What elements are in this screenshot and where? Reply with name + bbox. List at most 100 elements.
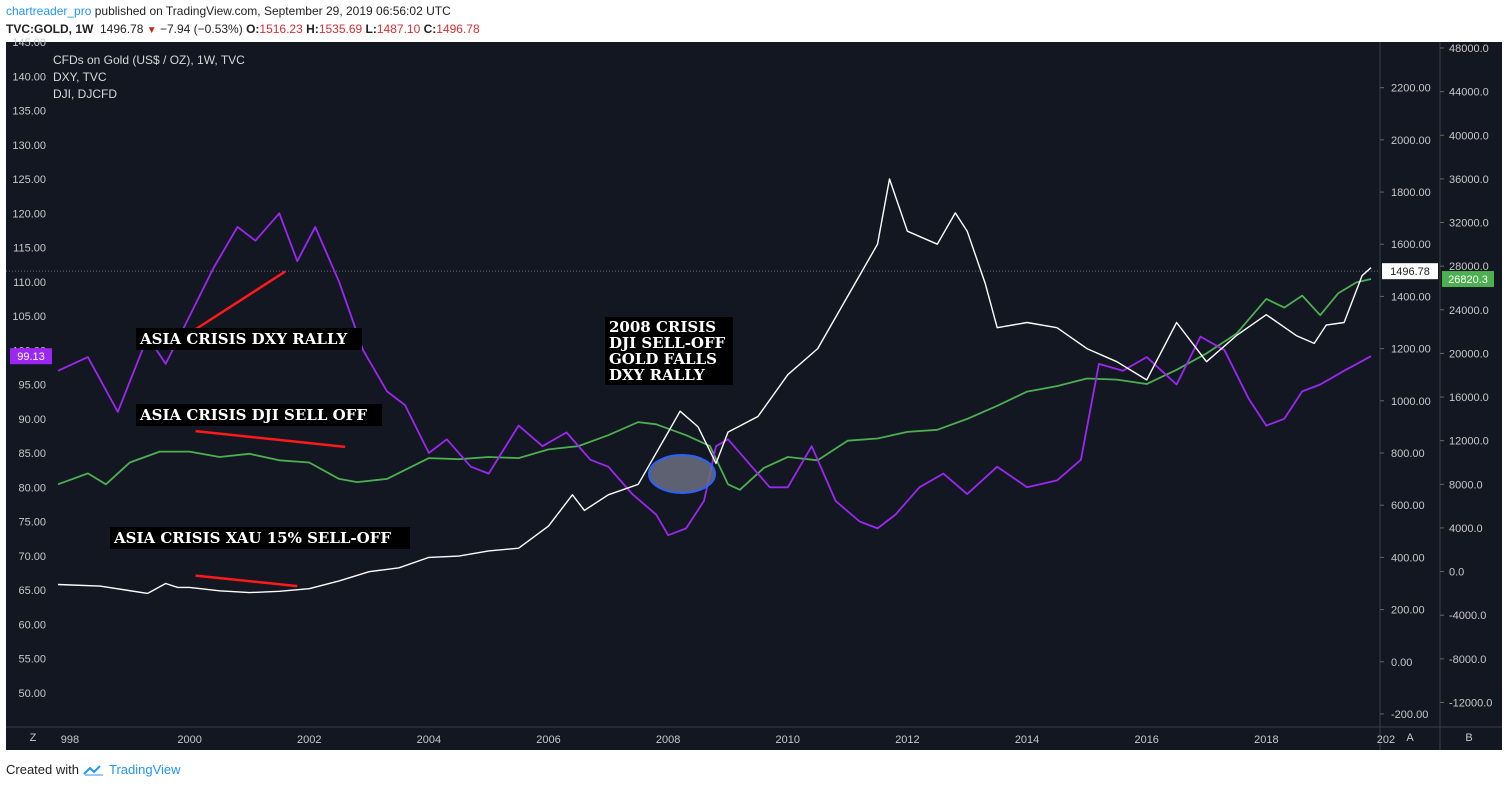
mid-axis-tick-label: 400.00	[1391, 552, 1425, 564]
mid-axis-tick-label: 1400.00	[1391, 291, 1431, 303]
annotation-box	[136, 404, 382, 426]
last-value-badges: 99.13 1496.78 26820.3	[10, 263, 1494, 365]
mid-axis-tick-label: 1800.00	[1391, 187, 1431, 199]
left-axis-tick-label: 55.00	[18, 654, 46, 666]
right-axis-tick-label: 28000.0	[1449, 261, 1489, 273]
left-axis-tick-label: 75.00	[18, 517, 46, 529]
mid-axis-tick-label: 2000.00	[1391, 135, 1431, 147]
highlight-ellipse	[648, 454, 716, 494]
mid-axis-tick-label: 600.00	[1391, 500, 1425, 512]
mid-axis-tick-label: 1600.00	[1391, 239, 1431, 251]
annotation-text: ASIA CRISIS DXY RALLY	[139, 330, 347, 348]
open-value: 1516.23	[259, 22, 303, 36]
gold-last-value-badge: 1496.78	[1390, 266, 1430, 278]
mid-axis-tick-label: 1000.00	[1391, 396, 1431, 408]
x-tick-label: 2018	[1254, 734, 1278, 746]
legend-dji[interactable]: DJI, DJCFD	[53, 87, 117, 101]
trend-lines	[188, 270, 346, 588]
mid-axis-tick-label: 1200.00	[1391, 344, 1431, 356]
left-axis-tick-label: 110.00	[13, 277, 46, 289]
series-line-gold	[57, 178, 1372, 595]
x-tick-label: 2006	[536, 734, 560, 746]
mid-axis-tick-label: 200.00	[1391, 605, 1425, 617]
right-axis-tick-label: 40000.0	[1449, 130, 1489, 142]
low-value: 1487.10	[376, 22, 421, 36]
x-tick-label: 2010	[776, 734, 800, 746]
tradingview-logo-icon	[83, 764, 103, 776]
right-axis-tick-label: -4000.0	[1449, 610, 1486, 622]
left-axis-tick-label: 60.00	[18, 619, 46, 631]
red-trend-line	[195, 574, 298, 588]
right-axis-tick-label: 32000.0	[1449, 218, 1489, 230]
dxy-last-value-badge-bg	[10, 348, 52, 365]
right-axis-tick-label: 4000.0	[1449, 523, 1483, 535]
left-axis-tick-label: 135.00	[12, 106, 46, 118]
annotation-xau-selloff: ASIA CRISIS XAU 15% SELL-OFF	[110, 527, 410, 549]
left-axis-corner-label[interactable]: Z	[30, 732, 37, 744]
publisher-link[interactable]: chartreader_pro	[6, 4, 92, 18]
right-axis-tick-label: 24000.0	[1449, 305, 1489, 317]
footer: Created with TradingView	[6, 762, 181, 777]
created-with-text: Created with	[6, 762, 79, 777]
mid-axis-tick-label: 0.00	[1391, 657, 1412, 669]
x-tick-label: 998	[61, 734, 79, 746]
dji-last-value-badge-bg	[1442, 271, 1494, 288]
down-triangle-icon: ▼	[146, 25, 157, 36]
annotation-text: ASIA CRISIS XAU 15% SELL-OFF	[113, 529, 391, 547]
annotation-line: DXY RALLY	[609, 366, 705, 384]
left-axis-tick-label: 85.00	[18, 448, 46, 460]
high-value: 1535.69	[318, 22, 363, 36]
right-axis-tick-label: 12000.0	[1449, 436, 1489, 448]
x-tick-label: 2012	[895, 734, 919, 746]
right-axis-tick-label: 8000.0	[1449, 479, 1483, 491]
legend-dxy[interactable]: DXY, TVC	[53, 70, 107, 84]
right-axis-tick-label: 44000.0	[1449, 87, 1489, 99]
annotation-2008-crisis: 2008 CRISIS DJI SELL-OFF GOLD FALLS DXY …	[605, 317, 733, 385]
last-price: 1496.78	[100, 22, 144, 36]
annotation-line: DJI SELL-OFF	[609, 334, 726, 352]
red-trend-line	[188, 270, 286, 335]
left-axis-tick-label: 80.00	[18, 482, 46, 494]
legend-gold[interactable]: CFDs on Gold (US$ / OZ), 1W, TVC	[53, 53, 245, 67]
x-tick-label: 2008	[656, 734, 680, 746]
symbol-label: TVC:GOLD, 1W	[6, 22, 94, 36]
close-label: C:	[423, 22, 437, 36]
ohlc-line: TVC:GOLD, 1W 1496.78 ▼ −7.94 (−0.53%) O:…	[6, 22, 480, 36]
right-axis-tick-label: -12000.0	[1449, 697, 1492, 709]
mid-axis-tick-label: 2200.00	[1391, 83, 1431, 95]
annotation-dxy-rally: ASIA CRISIS DXY RALLY	[136, 328, 362, 350]
open-label: O:	[246, 22, 260, 36]
annotation-dji-selloff: ASIA CRISIS DJI SELL OFF	[136, 404, 382, 426]
left-axis-tick-label: 120.00	[12, 208, 46, 220]
mid-axis-corner-label[interactable]: A	[1406, 732, 1414, 744]
left-axis-tick-label: 115.00	[13, 243, 46, 255]
close-value: 1496.78	[436, 22, 480, 36]
x-tick-label: 2014	[1015, 734, 1039, 746]
annotation-line: GOLD FALLS	[609, 350, 717, 368]
left-axis-tick-label: 95.00	[18, 380, 46, 392]
gold-last-value-badge-bg	[1382, 263, 1438, 280]
right-axis-corner-label[interactable]: B	[1465, 732, 1472, 744]
publish-info: chartreader_pro published on TradingView…	[6, 4, 451, 18]
left-axis-tick-label: 140.00	[12, 71, 46, 83]
high-label: H:	[306, 22, 319, 36]
axis-ticks: 998 2000 2002 2004 2006 2008 2010 2012 2014 2016 2…	[12, 37, 1492, 746]
x-tick-label: 202	[1377, 734, 1395, 746]
left-axis-tick-label: 90.00	[18, 414, 46, 426]
annotation-text: ASIA CRISIS DJI SELL OFF	[139, 406, 367, 424]
low-label: L:	[365, 22, 377, 36]
annotation-box	[110, 527, 410, 549]
x-tick-label: 2002	[297, 734, 321, 746]
annotation-box	[605, 317, 733, 385]
right-axis-tick-label: 48000.0	[1449, 43, 1489, 55]
x-tick-label: 2004	[417, 734, 441, 746]
published-text: published on TradingView.com, September …	[94, 4, 451, 18]
right-axis-tick-label: 36000.0	[1449, 174, 1489, 186]
annotation-line: 2008 CRISIS	[609, 318, 716, 336]
x-tick-label: 2016	[1134, 734, 1158, 746]
price-change: −7.94 (−0.53%)	[159, 22, 243, 36]
right-axis-tick-label: 16000.0	[1449, 392, 1489, 404]
tradingview-link[interactable]: TradingView	[108, 762, 181, 777]
mid-axis-tick-label: -200.00	[1391, 709, 1428, 721]
